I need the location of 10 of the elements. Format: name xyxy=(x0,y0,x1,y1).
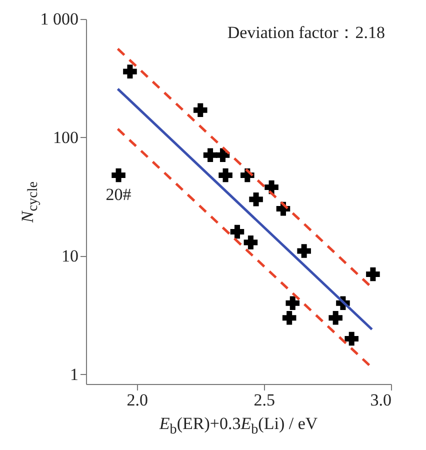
y-tick-label: 10 xyxy=(62,246,78,266)
x-tick-label: 2.5 xyxy=(254,390,276,410)
x-axis-title: E$_{b}$(ER)+0.3E$_{b}$(Li) / eV xyxy=(159,414,318,438)
annotation: 20# xyxy=(106,185,132,204)
x-tick-label: 2.0 xyxy=(126,390,148,410)
annotation: Deviation factor：2.18 xyxy=(227,23,385,42)
y-tick-label: 1 000 xyxy=(40,10,78,28)
y-tick-label: 1 xyxy=(70,364,78,384)
y-tick-label: 100 xyxy=(53,128,78,147)
x-tick-label: 3.0 xyxy=(370,390,392,410)
